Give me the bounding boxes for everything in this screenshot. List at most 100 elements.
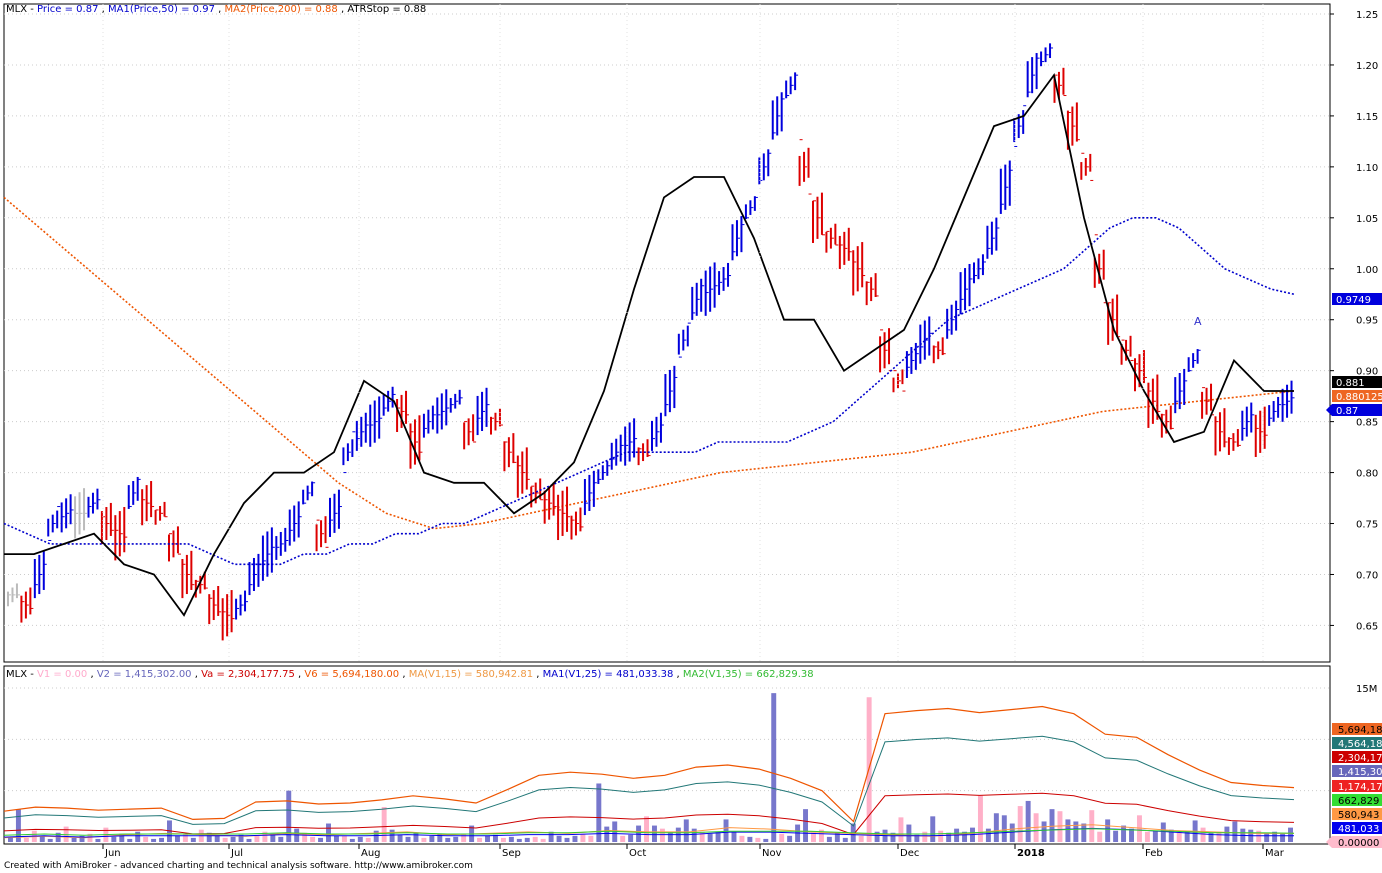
price-bar bbox=[275, 536, 280, 560]
price-bar bbox=[740, 216, 745, 253]
price-bar bbox=[597, 469, 602, 484]
volume-bar bbox=[222, 837, 228, 842]
tag-bg bbox=[1332, 293, 1382, 305]
price-bar bbox=[834, 223, 839, 246]
price-tick-label: 0.70 bbox=[1356, 570, 1378, 581]
price-bar bbox=[879, 329, 884, 373]
price-bar bbox=[38, 554, 43, 595]
price-bar bbox=[767, 149, 772, 177]
price-bar bbox=[1120, 339, 1125, 365]
price-bar bbox=[20, 595, 25, 623]
volume-bar bbox=[1160, 822, 1166, 842]
price-bar bbox=[440, 393, 445, 430]
tag-text: 481,033 bbox=[1338, 824, 1379, 835]
volume-bar bbox=[755, 837, 761, 842]
price-bar bbox=[807, 147, 812, 195]
price-bar bbox=[329, 497, 333, 537]
volume-bar bbox=[1200, 827, 1206, 842]
tag-bg bbox=[1332, 822, 1382, 834]
price-tick-label: 1.05 bbox=[1356, 214, 1378, 225]
price-bar bbox=[1268, 405, 1273, 426]
price-bar bbox=[141, 489, 146, 526]
price-bar bbox=[977, 258, 982, 280]
volume-bar bbox=[286, 790, 292, 842]
volume-bar bbox=[278, 836, 284, 842]
volume-bar bbox=[787, 835, 793, 842]
price-bar bbox=[512, 433, 517, 464]
price-bar bbox=[355, 420, 360, 451]
price-bar bbox=[60, 502, 65, 533]
price-bar bbox=[168, 533, 172, 562]
price-bar bbox=[150, 481, 155, 518]
price-tick-label: 1.00 bbox=[1356, 265, 1378, 276]
volume-bar bbox=[691, 828, 697, 842]
price-bar bbox=[190, 550, 195, 590]
volume-bar bbox=[516, 838, 522, 842]
tag-bg bbox=[1332, 723, 1382, 735]
price-bar bbox=[905, 351, 910, 379]
price-bar bbox=[557, 494, 562, 541]
volume-bar bbox=[1232, 821, 1238, 842]
volume-bar bbox=[182, 833, 188, 842]
price-bar bbox=[1272, 401, 1277, 422]
price-bar bbox=[1026, 61, 1031, 98]
tag-bg bbox=[1332, 808, 1382, 820]
price-bar bbox=[753, 196, 758, 211]
volume-bar bbox=[1168, 829, 1174, 842]
price-bar bbox=[668, 369, 673, 413]
volume-bar bbox=[87, 833, 93, 842]
price-bar bbox=[364, 412, 369, 443]
vlegend-v2: V2 = 1,415,302.00 bbox=[97, 669, 192, 680]
volume-bar bbox=[548, 831, 554, 842]
tag-text: 662,829 bbox=[1338, 796, 1379, 807]
volume-bar bbox=[588, 835, 594, 842]
tag-bg bbox=[1332, 737, 1382, 749]
price-bar bbox=[521, 451, 526, 494]
price-bar bbox=[503, 441, 508, 472]
volume-bar bbox=[254, 835, 260, 842]
price-bar bbox=[244, 590, 249, 612]
legend-symbol: MLX bbox=[6, 4, 27, 15]
price-bar bbox=[1169, 405, 1174, 430]
price-bar bbox=[583, 478, 588, 516]
price-bar bbox=[686, 322, 691, 347]
price-bar bbox=[606, 461, 611, 476]
volume-legend: MLX - V1 = 0.00 , V2 = 1,415,302.00 , Va… bbox=[6, 669, 814, 680]
volume-bar bbox=[739, 835, 745, 842]
volume-bar bbox=[763, 838, 769, 842]
price-bar bbox=[1254, 414, 1259, 457]
price-bar bbox=[651, 420, 655, 451]
volume-bar bbox=[397, 834, 403, 842]
price-bar bbox=[566, 486, 571, 532]
price-bar bbox=[87, 496, 92, 518]
volume-bar bbox=[1152, 830, 1158, 842]
price-tick-label: 0.80 bbox=[1356, 469, 1378, 480]
price-tick-label: 1.15 bbox=[1356, 112, 1378, 123]
price-bar bbox=[552, 482, 557, 516]
price-bar bbox=[838, 235, 843, 269]
price-bar bbox=[1089, 153, 1094, 181]
price-bar bbox=[266, 531, 271, 577]
price-bar bbox=[185, 554, 190, 595]
volume-bar bbox=[492, 834, 498, 842]
volume-bar bbox=[1073, 821, 1079, 842]
volume-bar bbox=[1129, 828, 1134, 842]
volume-bar bbox=[190, 837, 196, 842]
price-bar bbox=[892, 370, 897, 393]
x-tick-label: 2018 bbox=[1017, 848, 1045, 859]
volume-bar bbox=[8, 836, 13, 842]
price-bar bbox=[226, 594, 231, 637]
volume-bar bbox=[1224, 826, 1230, 842]
volume-bar bbox=[858, 835, 864, 842]
price-bar bbox=[297, 501, 302, 538]
price-bar bbox=[436, 397, 441, 434]
price-bar bbox=[749, 200, 754, 215]
price-bar bbox=[637, 447, 642, 466]
price-bar bbox=[780, 92, 785, 132]
tag-arrow bbox=[1326, 836, 1332, 848]
price-bar bbox=[123, 507, 128, 553]
volume-bar bbox=[47, 838, 53, 842]
price-bar bbox=[1057, 71, 1062, 99]
volume-value-tag: 0.00000 bbox=[1326, 836, 1382, 849]
volume-bar bbox=[341, 835, 347, 842]
